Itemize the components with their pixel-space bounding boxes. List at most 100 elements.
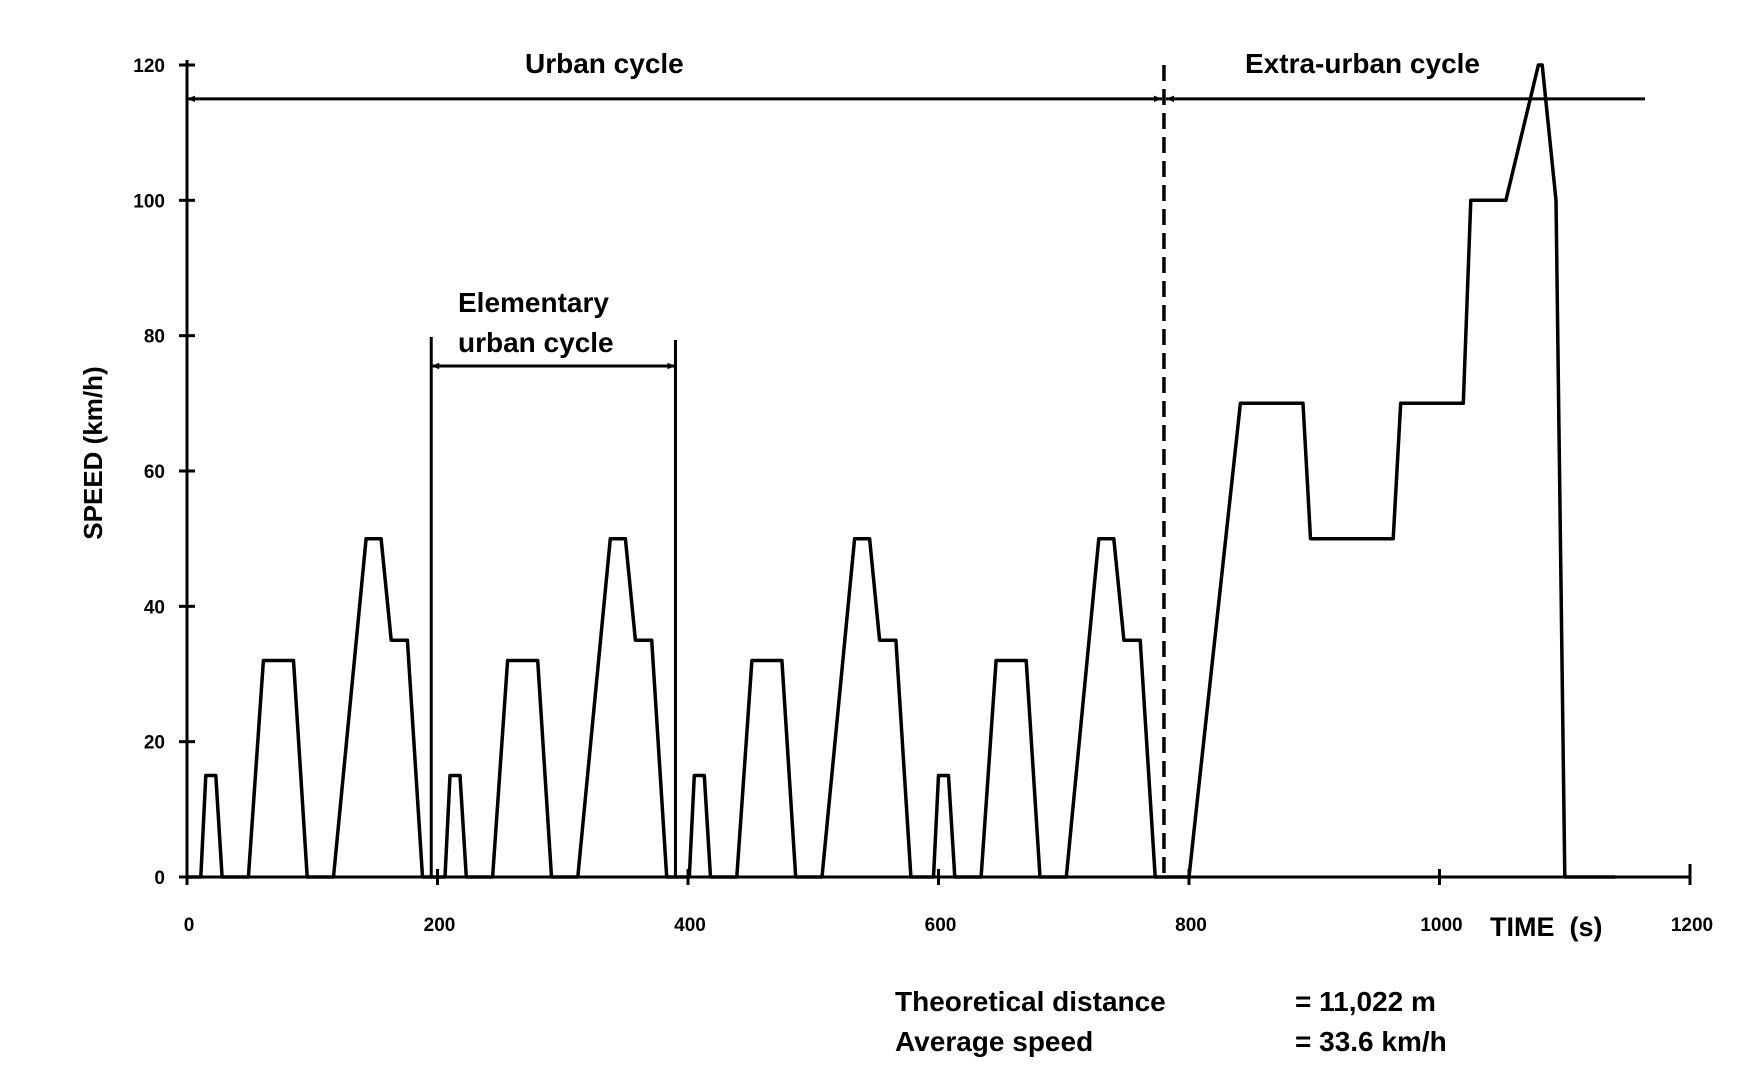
speed-data-point	[1504, 198, 1508, 202]
speed-data-point	[429, 875, 433, 879]
speed-data-point	[1153, 875, 1157, 879]
speed-data-point	[750, 658, 754, 662]
speed-data-point	[687, 875, 691, 879]
y-tick-label: 80	[144, 327, 165, 348]
speed-data-point	[214, 774, 218, 777]
speed-data-point	[1554, 198, 1558, 202]
speed-data-point	[1540, 63, 1544, 67]
x-tick-label: 400	[674, 915, 706, 936]
speed-data-point	[305, 875, 309, 879]
y-axis-ticks: 0 20 40 60 80 100 120	[133, 56, 195, 889]
speed-data-point	[1162, 875, 1166, 879]
speed-data-point	[332, 875, 336, 879]
extra-urban-cycle-label: Extra-urban cycle	[1245, 48, 1480, 79]
speed-data-point	[931, 875, 935, 879]
speed-data-point	[220, 875, 224, 879]
speed-data-point	[536, 658, 540, 662]
speed-data-point	[291, 658, 295, 662]
speed-data-point	[650, 638, 654, 642]
speed-data-point	[506, 658, 510, 662]
speed-data-point	[673, 875, 677, 879]
speed-data-point	[464, 875, 468, 879]
speed-data-point	[1563, 875, 1567, 879]
speed-data-point	[709, 875, 713, 879]
speed-data-point	[1613, 875, 1617, 879]
speed-data-point	[1308, 537, 1312, 541]
speed-data-point	[1064, 875, 1068, 879]
speed-data-point	[261, 658, 265, 662]
annotations	[187, 65, 1645, 877]
speed-data-point	[364, 537, 368, 541]
x-tick-label: 800	[1175, 915, 1207, 936]
y-tick-label: 60	[144, 462, 165, 483]
y-tick-label: 40	[144, 597, 165, 618]
speed-data-point	[448, 774, 452, 777]
speed-data-point	[1097, 537, 1101, 541]
speed-data-point	[623, 537, 627, 541]
speed-data-point	[1112, 537, 1116, 541]
y-tick-label: 100	[133, 191, 165, 212]
speed-data-point	[937, 774, 940, 777]
y-tick-label: 0	[154, 868, 165, 889]
speed-data-point	[549, 875, 553, 879]
speed-data-point	[443, 875, 447, 879]
x-tick-label: 1200	[1671, 915, 1713, 936]
speed-data-point	[1238, 401, 1242, 405]
urban-cycle-label: Urban cycle	[525, 48, 684, 79]
speed-data-point	[199, 875, 203, 879]
y-axis-label: SPEED (km/h)	[78, 366, 108, 539]
speed-data-point	[1461, 401, 1465, 405]
speed-data-point	[491, 875, 495, 879]
average-speed-label: Average speed	[895, 1026, 1093, 1057]
speed-data-point	[665, 875, 669, 879]
x-tick-label: 1000	[1420, 915, 1462, 936]
x-tick-label: 200	[424, 915, 456, 936]
speed-data-point	[953, 875, 957, 879]
speed-data-point	[878, 638, 882, 642]
speed-data-point	[735, 875, 739, 879]
speed-data-point	[1469, 198, 1473, 202]
speed-data-point	[820, 875, 824, 879]
distance-value: = 11,022 m	[1295, 986, 1436, 1017]
speed-data-point	[909, 875, 913, 879]
speed-data-point	[576, 875, 580, 879]
speed-data-point	[994, 658, 998, 662]
speed-data-point	[1038, 875, 1042, 879]
y-tick-label: 120	[133, 56, 165, 77]
x-axis-ticks: 0 200 400 600 800 1000 1200	[184, 864, 1713, 936]
elementary-cycle-label-line1: Elementary	[458, 287, 609, 318]
average-speed-value: = 33.6 km/h	[1295, 1026, 1447, 1057]
speed-data-point	[868, 537, 872, 541]
speed-data-point	[1536, 63, 1540, 67]
speed-data-point	[1138, 638, 1142, 642]
speed-data-point	[608, 537, 612, 541]
speed-data-point	[702, 774, 706, 777]
speed-data-point	[389, 638, 393, 642]
x-axis-label: TIME (s)	[1490, 912, 1603, 942]
x-tick-label: 600	[925, 915, 957, 936]
speed-data-point	[185, 875, 189, 879]
speed-data-point	[458, 774, 462, 777]
speed-data-point	[1122, 638, 1126, 642]
speed-data-point	[633, 638, 637, 642]
speed-data-point	[1024, 658, 1028, 662]
speed-data-point	[1187, 875, 1191, 879]
speed-series-points	[185, 63, 1617, 879]
elementary-cycle-label-line2: urban cycle	[458, 327, 614, 358]
speed-data-point	[853, 537, 857, 541]
speed-data-point	[379, 537, 383, 541]
speed-data-point	[246, 875, 250, 879]
speed-data-point	[204, 774, 208, 777]
speed-data-point	[794, 875, 798, 879]
speed-data-point	[979, 875, 983, 879]
speed-data-point	[1399, 401, 1403, 405]
speed-series-line	[185, 63, 1617, 879]
speed-data-point	[692, 774, 696, 777]
speed-data-point	[780, 658, 784, 662]
speed-data-point	[1391, 537, 1395, 541]
speed-data-point	[947, 774, 951, 777]
distance-label: Theoretical distance	[895, 986, 1166, 1017]
speed-data-point	[420, 875, 424, 879]
